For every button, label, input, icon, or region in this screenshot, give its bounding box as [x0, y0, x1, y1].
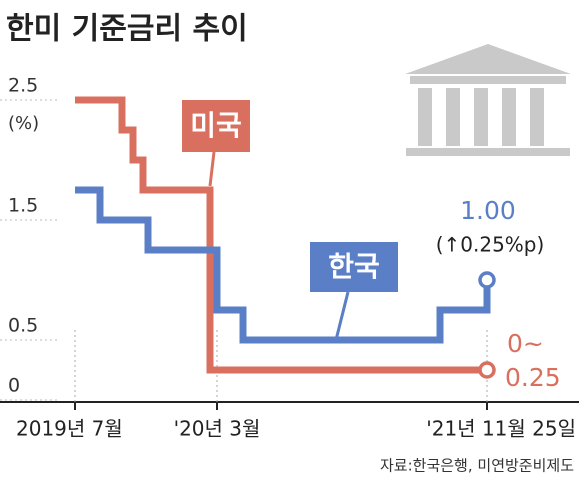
legend-us: 미국	[190, 109, 242, 142]
y-tick-label: 1.5	[8, 195, 38, 217]
legend-kr: 한국	[328, 250, 380, 283]
kr-pointer	[334, 291, 350, 341]
y-tick-label: 2.5	[8, 75, 38, 97]
plot: 0 0.5 1.5 2.5 2019년 7월 '20년 3월 '21년 11월 25일	[0, 75, 576, 441]
chart-title: 한미 기준금리 추이	[6, 12, 248, 47]
end-point	[478, 361, 496, 379]
bank-icon	[405, 44, 571, 156]
annotation: 0~	[507, 329, 544, 358]
us-pointer	[208, 151, 216, 187]
y-unit: (%)	[8, 113, 39, 134]
kr-label-box	[310, 242, 398, 292]
us-label-box	[182, 100, 250, 152]
annotation: (↑0.25%p)	[436, 233, 545, 257]
end-point	[478, 271, 496, 289]
y-tick-label: 0.5	[8, 315, 38, 337]
source: 자료:한국은행, 미연방준비제도	[380, 457, 574, 475]
value-label: 1.00	[460, 196, 516, 225]
x-tick-label: '20년 3월	[174, 417, 261, 441]
x-tick-label: '21년 11월 25일	[426, 417, 576, 441]
x-tick-label: 2019년 7월	[16, 417, 123, 441]
annotation: 0.25	[505, 363, 561, 392]
y-tick-label: 0	[8, 375, 20, 397]
